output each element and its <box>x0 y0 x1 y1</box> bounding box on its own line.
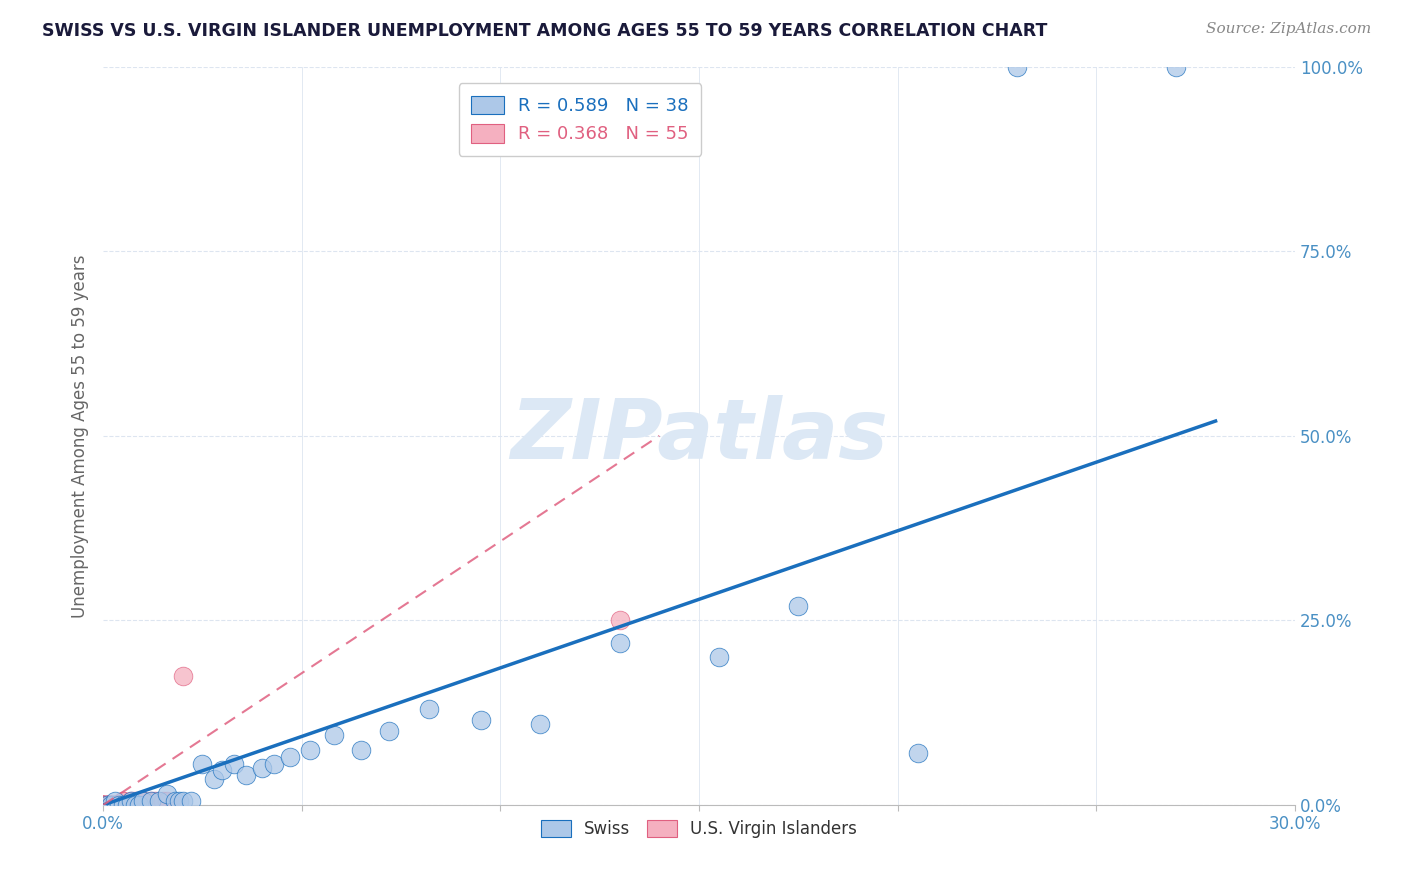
Point <box>1005 60 1028 74</box>
Point <box>96 797 118 812</box>
Point <box>111 794 134 808</box>
Point <box>298 742 321 756</box>
Point <box>91 797 114 812</box>
Point <box>104 797 127 812</box>
Point <box>250 761 273 775</box>
Point <box>108 797 131 812</box>
Point <box>108 797 131 812</box>
Point <box>91 797 114 812</box>
Text: ZIPatlas: ZIPatlas <box>510 395 889 476</box>
Point <box>100 797 122 812</box>
Point <box>120 797 142 812</box>
Point <box>100 797 122 812</box>
Point <box>115 797 138 812</box>
Point <box>148 794 170 808</box>
Point <box>96 797 118 812</box>
Point <box>115 797 138 812</box>
Point <box>128 794 150 808</box>
Point <box>202 772 225 787</box>
Y-axis label: Unemployment Among Ages 55 to 59 years: Unemployment Among Ages 55 to 59 years <box>72 254 89 617</box>
Point <box>172 794 194 808</box>
Point <box>907 747 929 761</box>
Legend: Swiss, U.S. Virgin Islanders: Swiss, U.S. Virgin Islanders <box>534 814 863 845</box>
Point <box>124 797 146 812</box>
Point <box>322 728 344 742</box>
Point <box>111 797 134 812</box>
Point <box>91 797 114 812</box>
Point <box>224 757 246 772</box>
Point <box>96 797 118 812</box>
Point <box>172 669 194 683</box>
Point <box>707 650 730 665</box>
Point <box>156 794 179 808</box>
Point <box>156 787 179 801</box>
Point <box>100 797 122 812</box>
Point <box>163 797 186 812</box>
Point <box>180 794 202 808</box>
Point <box>350 742 373 756</box>
Point <box>139 794 162 808</box>
Point <box>132 797 155 812</box>
Point <box>104 794 127 808</box>
Point <box>191 757 214 772</box>
Point <box>135 797 157 812</box>
Point <box>108 797 131 812</box>
Point <box>96 797 118 812</box>
Point <box>132 794 155 808</box>
Point <box>100 797 122 812</box>
Point <box>91 797 114 812</box>
Point <box>235 768 257 782</box>
Point <box>609 614 631 628</box>
Point <box>91 797 114 812</box>
Point <box>108 797 131 812</box>
Point <box>167 794 190 808</box>
Point <box>120 794 142 808</box>
Point <box>91 797 114 812</box>
Point <box>143 794 166 808</box>
Point <box>96 797 118 812</box>
Point <box>104 797 127 812</box>
Point <box>124 794 146 808</box>
Point <box>124 797 146 812</box>
Point <box>96 797 118 812</box>
Point <box>115 797 138 812</box>
Point <box>111 794 134 808</box>
Point <box>211 763 233 777</box>
Text: SWISS VS U.S. VIRGIN ISLANDER UNEMPLOYMENT AMONG AGES 55 TO 59 YEARS CORRELATION: SWISS VS U.S. VIRGIN ISLANDER UNEMPLOYME… <box>42 22 1047 40</box>
Point <box>128 797 150 812</box>
Point <box>104 797 127 812</box>
Point <box>163 794 186 808</box>
Point <box>132 794 155 808</box>
Point <box>91 797 114 812</box>
Point <box>100 797 122 812</box>
Point <box>1164 60 1187 74</box>
Point <box>787 599 810 613</box>
Point <box>96 797 118 812</box>
Point <box>111 797 134 812</box>
Point <box>91 797 114 812</box>
Point <box>91 797 114 812</box>
Point <box>120 794 142 808</box>
Point <box>152 794 174 808</box>
Point <box>139 794 162 808</box>
Point <box>120 797 142 812</box>
Point <box>418 702 440 716</box>
Point <box>128 797 150 812</box>
Point <box>278 750 301 764</box>
Point <box>115 797 138 812</box>
Point <box>609 635 631 649</box>
Point <box>96 797 118 812</box>
Point <box>529 716 551 731</box>
Text: Source: ZipAtlas.com: Source: ZipAtlas.com <box>1205 22 1371 37</box>
Point <box>104 797 127 812</box>
Point <box>100 797 122 812</box>
Point <box>111 797 134 812</box>
Point <box>108 797 131 812</box>
Point <box>91 797 114 812</box>
Point <box>470 713 492 727</box>
Point <box>132 794 155 808</box>
Point <box>378 724 401 739</box>
Point <box>263 757 285 772</box>
